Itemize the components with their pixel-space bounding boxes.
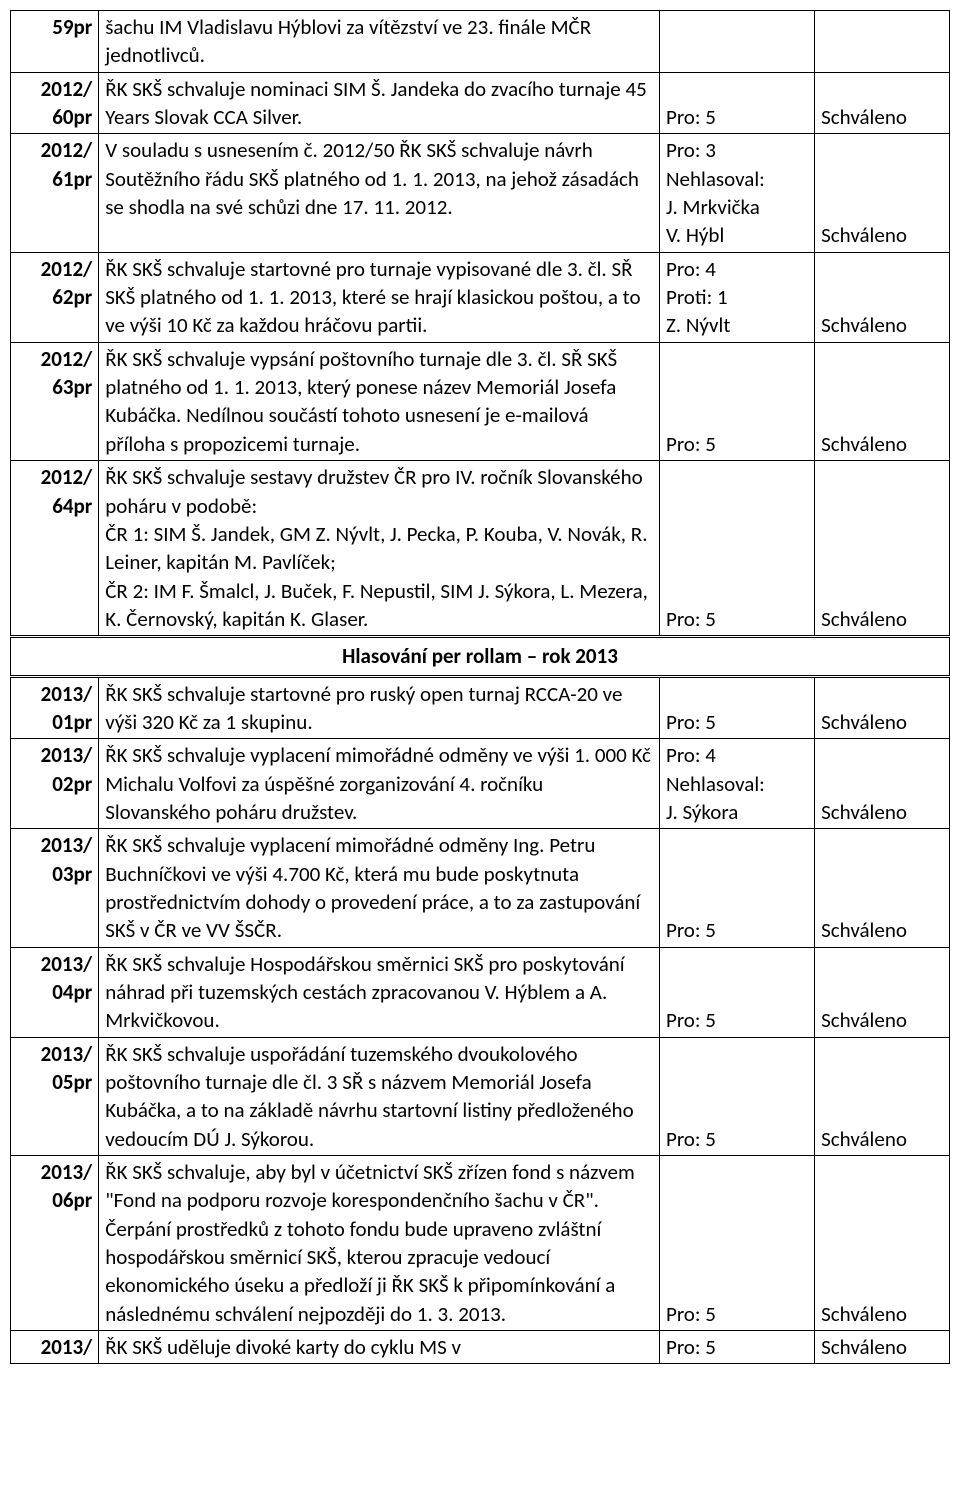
- row-text: ŘK SKŠ schvaluje Hospodářskou směrnici S…: [99, 947, 660, 1037]
- section-header-2013: Hlasování per rollam – rok 2013: [11, 637, 950, 676]
- row-vote: Pro: 5: [659, 947, 814, 1037]
- table-row: 2013/03prŘK SKŠ schvaluje vyplacení mimo…: [11, 829, 950, 947]
- row-result: Schváleno: [815, 947, 950, 1037]
- row-text: ŘK SKŠ schvaluje vyplacení mimořádné odm…: [99, 829, 660, 947]
- row-id: 2013/01pr: [11, 676, 99, 739]
- row-vote: Pro: 5: [659, 72, 814, 134]
- table-row: 2012/60prŘK SKŠ schvaluje nominaci SIM Š…: [11, 72, 950, 134]
- row-result: Schváleno: [815, 342, 950, 460]
- row-id: 2012/60pr: [11, 72, 99, 134]
- table-row: 2013/ŘK SKŠ uděluje divoké karty do cykl…: [11, 1331, 950, 1364]
- row-result: Schváleno: [815, 676, 950, 739]
- row-id: 2012/61pr: [11, 134, 99, 252]
- row-id: 2012/63pr: [11, 342, 99, 460]
- row-vote: Pro: 5: [659, 1156, 814, 1331]
- row-id: 59pr: [11, 11, 99, 73]
- row-text: šachu IM Vladislavu Hýblovi za vítězství…: [99, 11, 660, 73]
- row-vote: Pro: 5: [659, 829, 814, 947]
- row-text: ŘK SKŠ schvaluje sestavy družstev ČR pro…: [99, 461, 660, 637]
- row-vote: Pro: 5: [659, 676, 814, 739]
- row-result: Schváleno: [815, 252, 950, 342]
- table-row: 2013/06prŘK SKŠ schvaluje, aby byl v úče…: [11, 1156, 950, 1331]
- row-id: 2013/: [11, 1331, 99, 1364]
- row-text: ŘK SKŠ schvaluje nominaci SIM Š. Jandeka…: [99, 72, 660, 134]
- row-id: 2013/02pr: [11, 739, 99, 829]
- row-text: ŘK SKŠ schvaluje, aby byl v účetnictví S…: [99, 1156, 660, 1331]
- row-vote: Pro: 5: [659, 1037, 814, 1155]
- table-row: 2012/64prŘK SKŠ schvaluje sestavy družst…: [11, 461, 950, 637]
- row-text: ŘK SKŠ schvaluje vypsání poštovního turn…: [99, 342, 660, 460]
- table-row: 59pršachu IM Vladislavu Hýblovi za vítěz…: [11, 11, 950, 73]
- row-text: ŘK SKŠ schvaluje uspořádání tuzemského d…: [99, 1037, 660, 1155]
- table-row: 2013/05prŘK SKŠ schvaluje uspořádání tuz…: [11, 1037, 950, 1155]
- row-id: 2013/04pr: [11, 947, 99, 1037]
- row-vote: Pro: 4Nehlasoval:J. Sýkora: [659, 739, 814, 829]
- resolutions-table: 59pršachu IM Vladislavu Hýblovi za vítěz…: [10, 10, 950, 1364]
- row-vote: Pro: 4Proti: 1Z. Nývlt: [659, 252, 814, 342]
- row-text: ŘK SKŠ schvaluje startovné pro ruský ope…: [99, 676, 660, 739]
- row-result: Schváleno: [815, 134, 950, 252]
- row-text: ŘK SKŠ schvaluje vyplacení mimořádné odm…: [99, 739, 660, 829]
- table-row: 2012/62prŘK SKŠ schvaluje startovné pro …: [11, 252, 950, 342]
- table-row: 2012/61prV souladu s usnesením č. 2012/5…: [11, 134, 950, 252]
- row-result: Schváleno: [815, 829, 950, 947]
- row-result: Schváleno: [815, 739, 950, 829]
- row-result: Schváleno: [815, 461, 950, 637]
- row-id: 2012/62pr: [11, 252, 99, 342]
- row-id: 2013/05pr: [11, 1037, 99, 1155]
- row-result: Schváleno: [815, 1037, 950, 1155]
- row-result: [815, 11, 950, 73]
- row-result: Schváleno: [815, 1331, 950, 1364]
- row-id: 2013/03pr: [11, 829, 99, 947]
- table-row: 2013/02prŘK SKŠ schvaluje vyplacení mimo…: [11, 739, 950, 829]
- table-row: 2013/04prŘK SKŠ schvaluje Hospodářskou s…: [11, 947, 950, 1037]
- row-vote: Pro: 5: [659, 1331, 814, 1364]
- row-vote: Pro: 5: [659, 342, 814, 460]
- row-id: 2013/06pr: [11, 1156, 99, 1331]
- row-text: ŘK SKŠ uděluje divoké karty do cyklu MS …: [99, 1331, 660, 1364]
- row-vote: [659, 11, 814, 73]
- row-vote: Pro: 3Nehlasoval:J. MrkvičkaV. Hýbl: [659, 134, 814, 252]
- table-row: 2013/01prŘK SKŠ schvaluje startovné pro …: [11, 676, 950, 739]
- row-result: Schváleno: [815, 1156, 950, 1331]
- table-row: 2012/63prŘK SKŠ schvaluje vypsání poštov…: [11, 342, 950, 460]
- row-text: ŘK SKŠ schvaluje startovné pro turnaje v…: [99, 252, 660, 342]
- row-result: Schváleno: [815, 72, 950, 134]
- row-id: 2012/64pr: [11, 461, 99, 637]
- row-vote: Pro: 5: [659, 461, 814, 637]
- row-text: V souladu s usnesením č. 2012/50 ŘK SKŠ …: [99, 134, 660, 252]
